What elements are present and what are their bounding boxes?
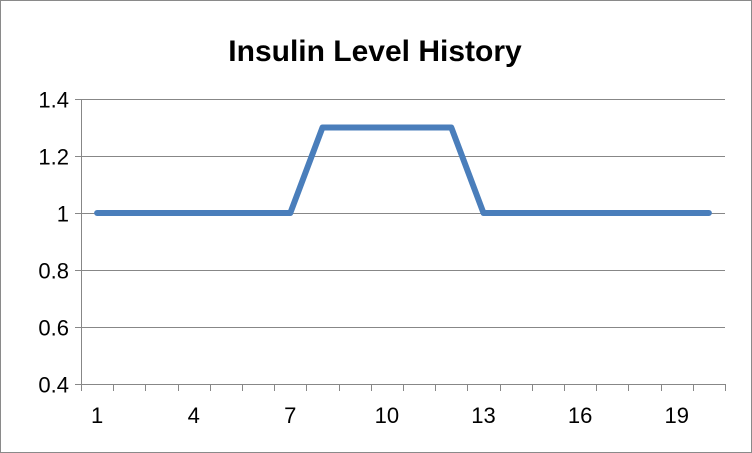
x-tick-label: 1: [91, 403, 103, 428]
x-tick-label: 4: [188, 403, 200, 428]
y-tick-label: 1.4: [38, 88, 69, 113]
y-tick-label: 1.2: [38, 145, 69, 170]
y-tick-label: 0.4: [38, 373, 69, 398]
x-tick-label: 16: [568, 403, 592, 428]
y-axis-tick-labels: 1.4 1.2 1 0.8 0.6 0.4: [38, 88, 69, 398]
x-tick-label: 7: [284, 403, 296, 428]
x-tick-label: 19: [664, 403, 688, 428]
chart-title: Insulin Level History: [228, 35, 522, 68]
y-tick-label: 0.8: [38, 259, 69, 284]
x-tick-label: 13: [471, 403, 495, 428]
axes: [75, 99, 726, 391]
y-tick-label: 1: [57, 202, 69, 227]
x-axis-tick-labels: 1 4 7 10 13 16 19: [91, 403, 689, 428]
x-tick-label: 10: [375, 403, 399, 428]
y-tick-label: 0.6: [38, 316, 69, 341]
series-line-insulin-level: [94, 124, 712, 216]
series-layer: [94, 124, 712, 216]
